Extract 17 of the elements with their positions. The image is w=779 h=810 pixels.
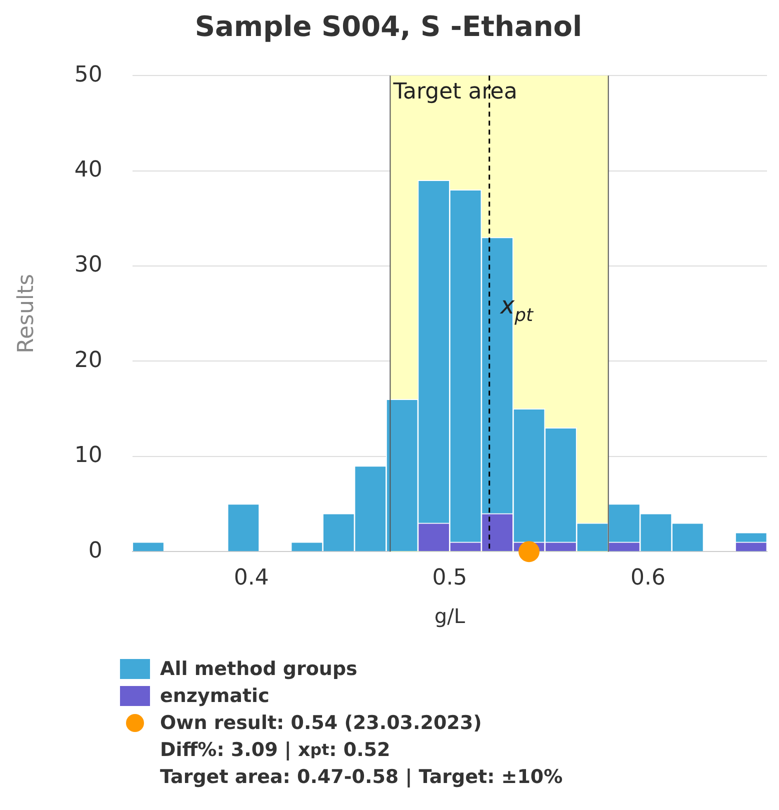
y-tick-label: 20 (74, 348, 102, 373)
x-tick-label: 0.4 (234, 566, 269, 591)
band-label: Target area (392, 79, 518, 104)
legend-label: All method groups (160, 658, 358, 680)
y-tick-label: 50 (74, 62, 102, 88)
x-tick-label: 0.6 (630, 566, 666, 591)
x-axis-title: g/L (434, 604, 466, 628)
y-axis-title: Results (14, 274, 39, 354)
x-tick-label: 0.5 (432, 566, 468, 591)
chart-title: Sample S004, S -Ethanol (194, 10, 582, 44)
y-tick-label: 40 (74, 158, 102, 183)
legend-label: Own result: 0.54 (23.03.2023) (160, 712, 482, 734)
y-tick-label: 30 (74, 252, 102, 278)
y-tick-label: 10 (74, 443, 102, 468)
text: Target area: 0.47-0.58 | Target: ±10% (159, 764, 563, 790)
legend-label: enzymatic (160, 684, 270, 706)
y-tick-label: 0 (88, 538, 102, 564)
